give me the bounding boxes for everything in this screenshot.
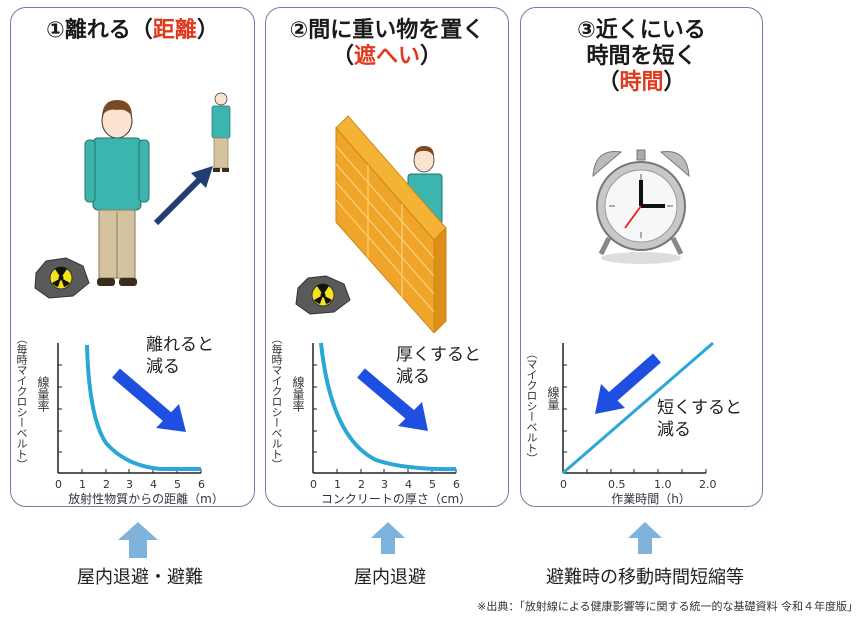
svg-text:0: 0 [560, 478, 567, 488]
decrease-arrow-icon [112, 368, 186, 432]
chart-note: 離れると 減る [146, 335, 214, 377]
time-chart: 0 0.5 1.0 2.0 [560, 341, 717, 488]
title-text: 時間を短く [586, 44, 697, 69]
panel-time: ③近くにいる 時間を短く （時間） （マイクロシーベルト） 線量 [520, 7, 763, 507]
shielding-chart: 0 1 2 3 4 5 6 [310, 342, 460, 488]
chart-note: 厚くすると 減る [396, 345, 481, 387]
person-distance-illustration [34, 92, 231, 299]
y-axis-label: 線量率 [36, 376, 50, 412]
brick-wall-illustration [295, 115, 447, 333]
panel-title: ③近くにいる 時間を短く （時間） [521, 18, 762, 96]
small-person-icon [211, 92, 231, 172]
x-axis-label: 放射性物質からの距離（m） [68, 492, 224, 506]
radioactive-rock-icon [295, 275, 351, 315]
x-axis-label: コンクリートの厚さ（cm） [320, 492, 472, 506]
away-arrow-icon [153, 166, 213, 226]
svg-text:3: 3 [381, 478, 388, 488]
svg-text:6: 6 [198, 478, 205, 488]
svg-text:1: 1 [334, 478, 341, 488]
chart-note: 短くすると 減る [657, 398, 742, 440]
title-text: ②間に重い物を置く [289, 18, 485, 43]
title-text: ） [196, 18, 219, 43]
svg-text:5: 5 [429, 478, 436, 488]
y-axis-label: 線量率 [291, 376, 305, 412]
decrease-arrow-icon [595, 353, 661, 414]
y-axis-unit: （毎時マイクロシーベルト） [15, 333, 28, 470]
panel-title: ②間に重い物を置く （遮へい） [266, 18, 508, 70]
panel-distance: ①離れる（距離） [10, 7, 255, 507]
panel-title: ①離れる（距離） [11, 18, 254, 44]
svg-text:2.0: 2.0 [699, 478, 717, 488]
person-icon [84, 100, 150, 286]
svg-text:0: 0 [310, 478, 317, 488]
y-axis-label: 線量 [546, 386, 560, 410]
title-highlight: 距離 [152, 18, 197, 43]
radioactive-rock-icon [34, 257, 90, 299]
title-text: ③近くにいる [577, 18, 706, 43]
action-indoor-evacuation: 屋内退避・避難 [77, 567, 203, 588]
svg-text:2: 2 [103, 478, 110, 488]
x-axis-label: 作業時間（h） [611, 492, 691, 506]
title-text: ①離れる（ [46, 18, 153, 43]
y-axis-unit: （毎時マイクロシーベルト） [270, 333, 283, 470]
distance-chart: 0 1 2 3 4 5 6 [55, 343, 205, 488]
svg-text:3: 3 [126, 478, 133, 488]
title-highlight: 時間 [619, 70, 664, 95]
svg-text:2: 2 [358, 478, 365, 488]
svg-text:5: 5 [174, 478, 181, 488]
svg-text:1: 1 [79, 478, 86, 488]
action-shorten-travel-time: 避難時の移動時間短縮等 [546, 567, 744, 588]
svg-text:0.5: 0.5 [608, 478, 626, 488]
title-highlight: 遮へい [353, 44, 420, 69]
y-axis-unit: （マイクロシーベルト） [525, 348, 538, 464]
alarm-clock-icon [592, 149, 690, 264]
decrease-arrow-icon [357, 368, 428, 431]
svg-text:1.0: 1.0 [654, 478, 672, 488]
up-arrow-icon [118, 522, 158, 558]
panel-shielding: ②間に重い物を置く （遮へい） （毎時マイクロシーベルト [265, 7, 509, 507]
source-citation: ※出典：「放射線による健康影響等に関する統一的な基礎資料 令和４年度版」 [477, 600, 858, 613]
up-arrow-icon [628, 522, 662, 554]
svg-text:4: 4 [150, 478, 157, 488]
brick-wall-icon [335, 115, 447, 333]
svg-text:0: 0 [55, 478, 62, 488]
action-indoor-shelter: 屋内退避 [354, 567, 426, 588]
up-arrow-icon [371, 522, 405, 554]
svg-text:6: 6 [453, 478, 460, 488]
svg-text:4: 4 [405, 478, 412, 488]
